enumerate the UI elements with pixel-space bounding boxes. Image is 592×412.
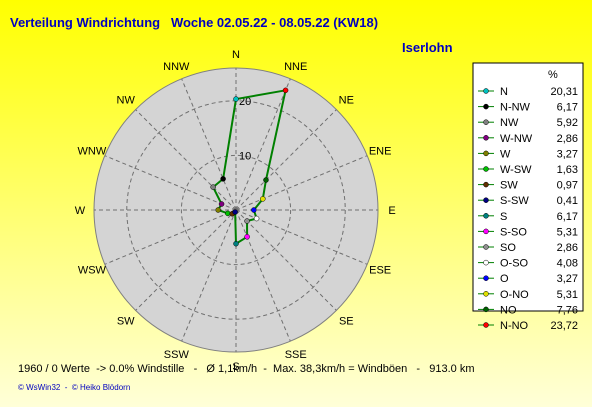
legend-value: 0,41: [557, 195, 578, 207]
legend-value: 6,17: [557, 102, 578, 114]
legend-name: O: [500, 273, 509, 285]
legend-value: 23,72: [550, 320, 578, 332]
legend-marker: [483, 291, 489, 297]
direction-label: W: [75, 205, 86, 217]
data-point: [233, 96, 239, 102]
spoke: [235, 155, 368, 211]
spoke: [135, 109, 237, 211]
data-point: [282, 87, 289, 94]
data-point: [215, 207, 221, 213]
legend-value: 6,17: [557, 211, 578, 223]
spoke: [235, 209, 337, 311]
spoke: [104, 155, 237, 211]
data-point: [263, 177, 269, 183]
legend-name: S-SW: [500, 195, 529, 207]
legend-name: N: [500, 86, 508, 98]
spoke: [181, 78, 237, 211]
direction-label: N: [232, 49, 240, 61]
direction-label: NE: [339, 95, 354, 107]
direction-label: S: [232, 361, 239, 373]
data-point: [233, 240, 239, 247]
legend-value: 20,31: [550, 86, 578, 98]
spoke: [181, 209, 237, 342]
legend-marker: [483, 88, 489, 94]
legend-value: 7,76: [557, 304, 578, 316]
legend-marker: [483, 306, 489, 313]
spoke: [235, 109, 337, 211]
data-point: [220, 176, 226, 182]
legend-marker: [483, 103, 489, 110]
direction-label: SSW: [164, 349, 190, 361]
legend-marker: [483, 150, 489, 157]
direction-label: ESE: [369, 265, 391, 277]
legend-value: 5,92: [557, 117, 578, 129]
data-point: [244, 218, 250, 224]
r-tick-label: 10: [239, 150, 251, 162]
legend-value: 0,97: [557, 180, 578, 192]
legend-marker: [483, 119, 489, 125]
data-point: [210, 184, 216, 190]
spoke: [235, 209, 291, 342]
legend-value: 3,27: [557, 148, 578, 160]
direction-label: ENE: [369, 145, 392, 157]
legend-value: 4,08: [557, 258, 578, 270]
legend-name: W-SW: [500, 164, 532, 176]
legend-name: NW: [500, 117, 519, 129]
legend-marker: [483, 228, 489, 235]
legend-value: 2,86: [557, 242, 578, 254]
data-point: [232, 209, 238, 215]
legend-value: 1,63: [557, 164, 578, 176]
direction-label: WNW: [78, 145, 107, 157]
copyright: © WsWin32 - © Heiko Blödorn: [18, 383, 130, 392]
data-point: [251, 207, 257, 213]
spoke: [235, 78, 291, 211]
legend-marker: [483, 322, 489, 328]
legend-name: N-NO: [500, 320, 529, 332]
footer: 1960 / 0 Werte -> 0.0% Windstille - Ø 1,…: [18, 363, 474, 375]
legend-box: [472, 62, 584, 312]
grid-ring: [180, 154, 292, 266]
spoke: [104, 209, 237, 265]
legend-marker: [483, 275, 489, 281]
legend-marker: [483, 244, 489, 250]
chart-subtitle: Iserlohn: [402, 40, 453, 55]
legend-name: S-SO: [500, 226, 527, 238]
legend-marker: [483, 197, 489, 203]
legend-name: O-NO: [500, 289, 529, 301]
legend-title: %: [548, 69, 558, 81]
direction-label: WSW: [78, 265, 107, 277]
legend-value: 5,31: [557, 289, 578, 301]
data-point: [253, 215, 260, 222]
direction-label: E: [388, 205, 395, 217]
legend-name: NO: [500, 304, 517, 316]
legend-marker: [483, 259, 489, 266]
direction-label: NW: [117, 95, 136, 107]
legend-marker: [483, 181, 489, 188]
legend-name: S: [500, 211, 507, 223]
direction-label: NNW: [163, 61, 190, 73]
legend-value: 2,86: [557, 133, 578, 145]
direction-label: SE: [339, 315, 354, 327]
legend-name: W-NW: [500, 133, 533, 145]
spoke: [135, 209, 237, 311]
legend-value: 3,27: [557, 273, 578, 285]
legend-name: O-SO: [500, 258, 529, 270]
legend-marker: [483, 166, 489, 172]
legend-marker: [483, 135, 489, 141]
legend-name: SO: [500, 242, 516, 254]
legend-value: 5,31: [557, 226, 578, 238]
chart-title: Verteilung Windrichtung Woche 02.05.22 -…: [10, 15, 378, 30]
direction-label: SSE: [285, 349, 307, 361]
direction-label: NNE: [284, 61, 307, 73]
legend-name: SW: [500, 180, 518, 192]
legend-name: N-NW: [500, 102, 531, 114]
data-point: [260, 196, 266, 202]
legend-name: W: [500, 148, 511, 160]
data-point: [244, 234, 250, 240]
data-point: [218, 201, 225, 207]
legend-marker: [483, 213, 489, 219]
direction-label: SW: [117, 315, 135, 327]
